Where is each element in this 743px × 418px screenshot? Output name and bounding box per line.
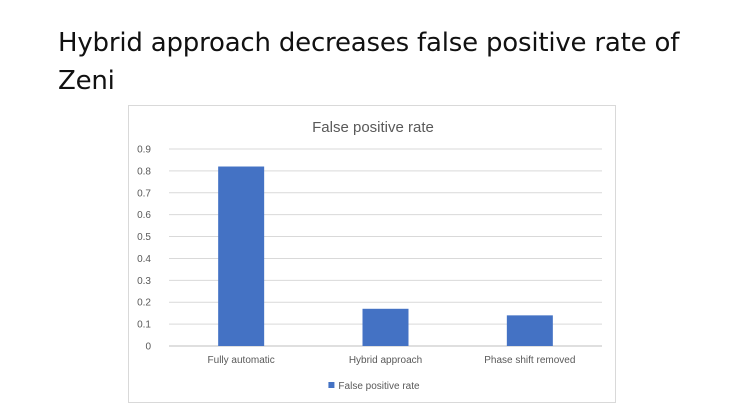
x-axis-ticks: Fully automatic Hybrid approach Phase shif…	[208, 355, 576, 366]
bar-chart: False positive rate 00.10.20.30.40.50.60…	[137, 119, 602, 392]
x-tick-label: Phase shift removed	[484, 355, 575, 366]
y-axis-ticks: 0 0.1 0.2 0.3 0.4 0.5 0.6 0.7 0.8 0.9	[137, 145, 151, 353]
chart-container: False positive rate 0 0.1 0.2 0.3 0.4 0.5 0.6 0…	[128, 105, 616, 403]
y-tick-label: 0.3	[137, 276, 151, 287]
y-tick-label: 0.4	[137, 254, 151, 265]
bar-fully-automatic	[218, 166, 265, 346]
y-tick-label: 0.2	[137, 298, 151, 309]
y-tick-label: 0.5	[137, 232, 151, 243]
y-tick-label: 0.1	[137, 320, 151, 331]
legend-label: False positive rate	[338, 381, 420, 392]
y-tick-label: 0.9	[137, 145, 151, 156]
y-tick-label: 0.6	[137, 210, 151, 221]
chart-title: False positive rate	[312, 119, 434, 136]
legend: False positive rate	[328, 381, 420, 392]
x-tick-label: Fully automatic	[208, 355, 275, 366]
y-tick-label: 0.8	[137, 166, 151, 177]
y-tick-label: 0.7	[137, 188, 151, 199]
bars	[218, 166, 553, 346]
x-tick-label: Hybrid approach	[349, 355, 422, 366]
y-tick-label: 0	[145, 342, 151, 353]
slide-title: Hybrid approach decreases false positive…	[58, 28, 680, 96]
bar-hybrid-approach	[362, 308, 409, 346]
bar-phase-shift-removed	[506, 315, 553, 346]
legend-swatch	[328, 382, 335, 388]
